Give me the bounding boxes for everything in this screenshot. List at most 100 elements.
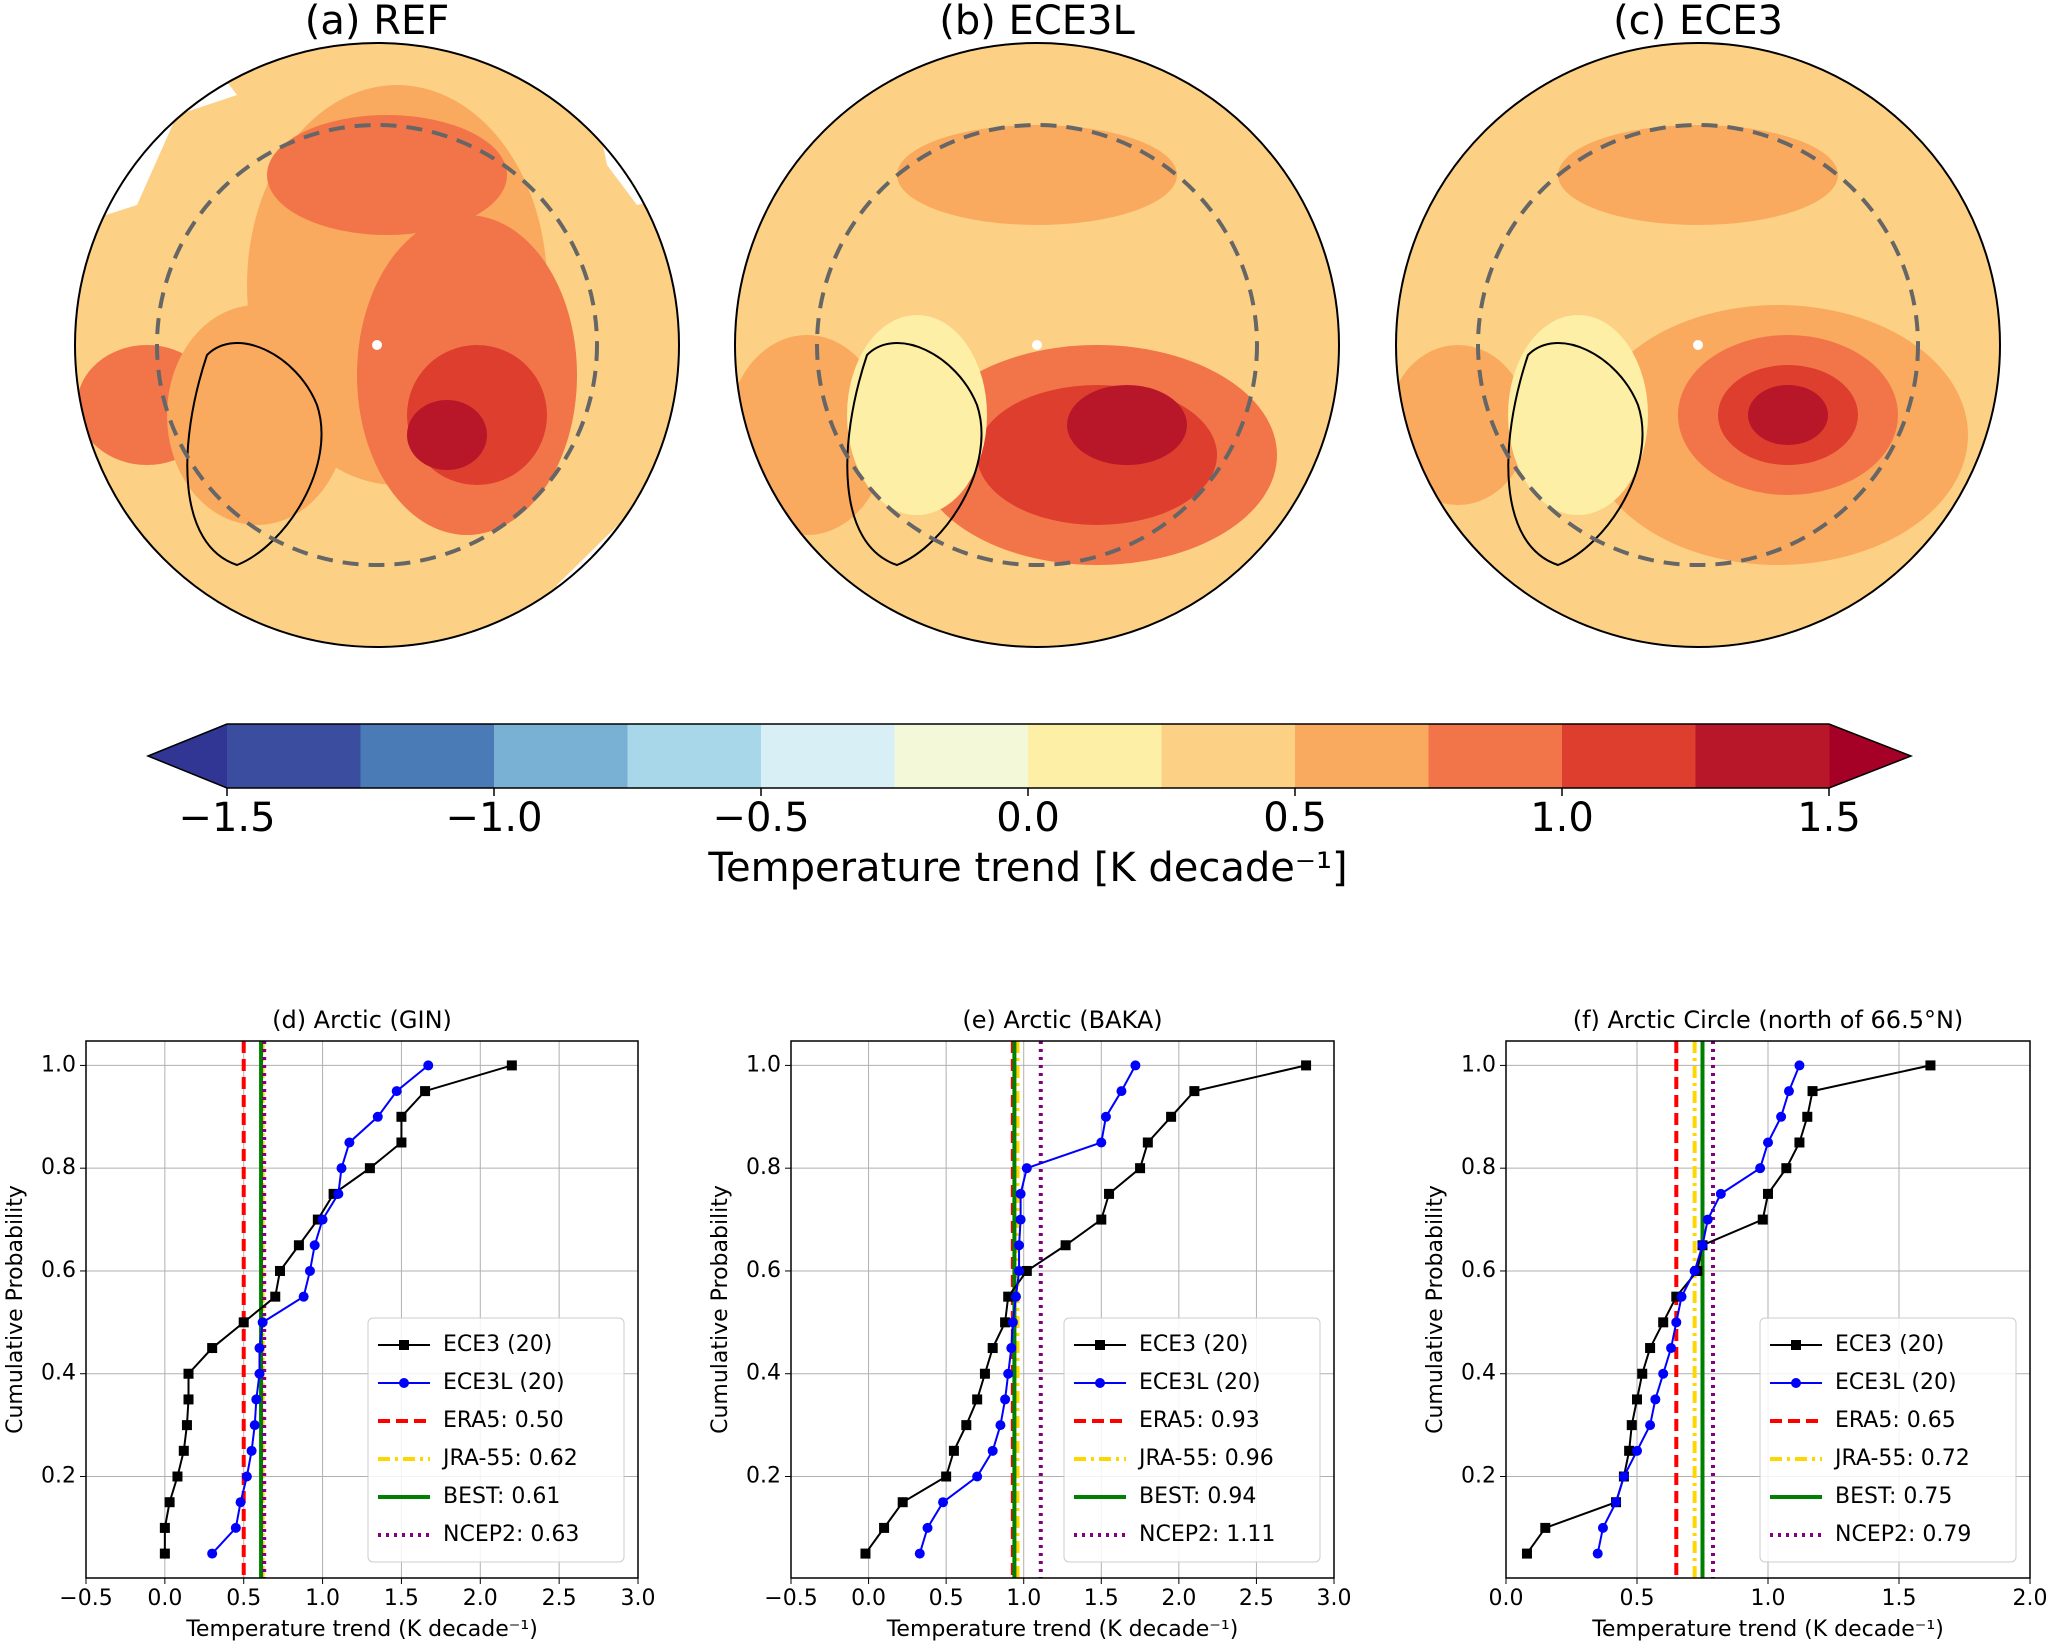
y-axis-label: Cumulative Probability	[1423, 1185, 1448, 1434]
data-point	[1632, 1394, 1642, 1405]
data-point	[181, 1420, 192, 1431]
legend-label: JRA-55: 0.96	[1137, 1446, 1274, 1471]
legend-label: ERA5: 0.65	[1835, 1408, 1956, 1433]
data-point	[1645, 1420, 1656, 1431]
x-axis-label: Temperature trend (K decade⁻¹)	[185, 1617, 538, 1642]
data-point	[159, 1522, 170, 1533]
x-tick-label: 0.5	[1620, 1586, 1655, 1611]
data-point	[164, 1497, 175, 1508]
data-point	[1671, 1317, 1682, 1328]
colorbar-extend	[148, 724, 227, 788]
data-point	[309, 1240, 320, 1251]
data-point	[246, 1445, 257, 1456]
y-tick-label: 0.8	[1461, 1155, 1496, 1180]
colorbar-bin	[494, 724, 628, 788]
data-point	[1783, 1086, 1794, 1097]
data-point	[241, 1471, 252, 1482]
colorbar-bin	[761, 724, 895, 788]
map-panel: (c) ECE3	[1395, 0, 2001, 648]
data-point	[293, 1240, 304, 1251]
y-tick-label: 0.2	[746, 1464, 781, 1489]
legend-label: NCEP2: 0.63	[443, 1522, 579, 1547]
data-point	[423, 1060, 434, 1071]
data-point	[1624, 1445, 1635, 1456]
colorbar-bin	[1695, 724, 1830, 788]
data-point	[914, 1548, 925, 1559]
data-point	[183, 1368, 194, 1379]
data-point	[1676, 1291, 1687, 1302]
map-panel: (a) REF	[74, 0, 680, 648]
data-point	[1100, 1111, 1111, 1122]
x-tick-label: −0.5	[59, 1586, 112, 1611]
y-axis-label: Cumulative Probability	[3, 1185, 28, 1434]
data-point	[1626, 1420, 1637, 1431]
data-point	[304, 1265, 315, 1276]
panel-title: (d) Arctic (GIN)	[272, 1006, 452, 1034]
data-point	[972, 1471, 983, 1482]
colorbar-label: Temperature trend [K decade⁻¹]	[707, 845, 1347, 891]
data-point	[506, 1060, 517, 1071]
data-point	[1015, 1214, 1026, 1225]
data-point	[183, 1394, 194, 1405]
data-point	[298, 1291, 309, 1302]
data-point	[1521, 1548, 1532, 1559]
data-point	[1715, 1188, 1726, 1199]
y-tick-label: 0.8	[746, 1155, 781, 1180]
x-tick-label: 1.0	[1006, 1586, 1041, 1611]
legend-marker	[399, 1378, 409, 1388]
map-title: (c) ECE3	[1613, 0, 1783, 44]
data-point	[1807, 1086, 1818, 1097]
data-point	[1776, 1111, 1787, 1122]
y-tick-label: 1.0	[1461, 1052, 1496, 1077]
colorbar-tick-label: 1.0	[1530, 795, 1594, 841]
data-point	[1658, 1368, 1669, 1379]
data-point	[1000, 1394, 1011, 1405]
y-tick-label: 0.2	[1461, 1464, 1496, 1489]
data-point	[1637, 1368, 1648, 1379]
panel-title: (e) Arctic (BAKA)	[962, 1006, 1162, 1034]
data-point	[1802, 1111, 1813, 1122]
legend-label: NCEP2: 1.11	[1139, 1522, 1275, 1547]
legend-marker	[1095, 1378, 1105, 1388]
data-point	[1755, 1163, 1766, 1174]
data-point	[364, 1163, 375, 1174]
data-point	[987, 1445, 998, 1456]
data-point	[1135, 1163, 1146, 1174]
data-point	[1116, 1086, 1127, 1097]
data-point	[979, 1368, 990, 1379]
data-point	[1189, 1086, 1200, 1097]
data-point	[1166, 1111, 1177, 1122]
data-point	[207, 1343, 218, 1354]
data-point	[1763, 1188, 1773, 1199]
colorbar-bin	[1428, 724, 1563, 788]
data-point	[172, 1471, 183, 1482]
axes-frame	[1505, 1040, 2031, 1579]
data-point	[257, 1317, 268, 1328]
legend-marker	[1095, 1340, 1105, 1350]
colorbar-bin	[1295, 724, 1429, 788]
data-point	[344, 1137, 355, 1148]
data-point	[1658, 1317, 1669, 1328]
data-point	[1763, 1137, 1773, 1148]
legend-marker	[1791, 1378, 1801, 1388]
legend-label: ECE3L (20)	[1835, 1370, 1957, 1395]
x-tick-label: 2.5	[1239, 1586, 1274, 1611]
data-point	[1015, 1188, 1026, 1199]
data-point	[1925, 1060, 1936, 1071]
data-point	[1618, 1471, 1629, 1482]
data-point	[1632, 1445, 1642, 1456]
x-tick-label: 1.0	[305, 1586, 340, 1611]
data-point	[333, 1188, 344, 1199]
colorbar-tick-label: 0.5	[1263, 795, 1327, 841]
data-point	[1301, 1060, 1312, 1071]
data-point	[1781, 1163, 1792, 1174]
map-title: (a) REF	[305, 0, 450, 44]
y-tick-label: 0.4	[1461, 1361, 1496, 1386]
data-point	[1104, 1188, 1115, 1199]
y-tick-label: 0.2	[41, 1464, 76, 1489]
x-tick-label: 0.0	[147, 1586, 182, 1611]
data-point	[1540, 1522, 1551, 1533]
data-point	[1014, 1240, 1025, 1251]
data-point	[1611, 1497, 1622, 1508]
legend-marker	[1791, 1340, 1801, 1350]
